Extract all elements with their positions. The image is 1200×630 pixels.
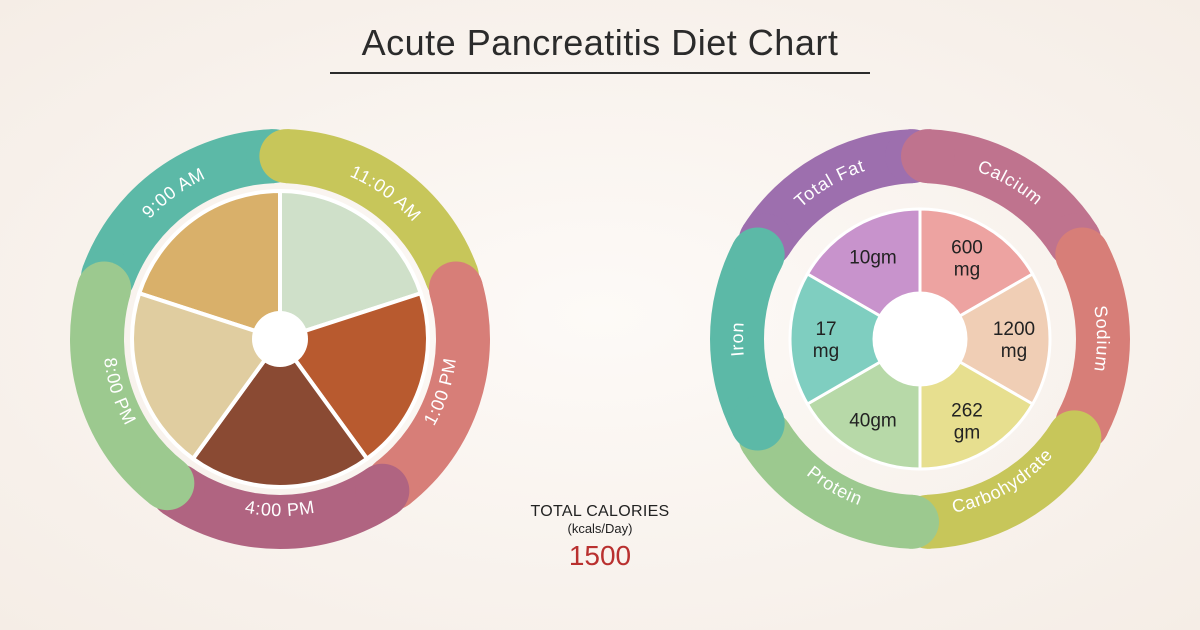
svg-text:mg: mg xyxy=(813,341,839,362)
calories-sublabel: (kcals/Day) xyxy=(490,521,710,536)
nutrient-value-1: 600 xyxy=(951,238,983,259)
nutrient-value-3: 262 xyxy=(951,400,983,421)
svg-text:Sodium: Sodium xyxy=(1090,304,1113,374)
schedule-wheel: 9:00 AM11:00 AM1:00 PM4:00 PM8:00 PM xyxy=(60,119,500,559)
svg-text:Iron: Iron xyxy=(727,321,748,357)
nutrient-value-2: 1200 xyxy=(993,319,1035,340)
nutrient-value-0: 10gm xyxy=(849,248,897,269)
nutrient-value-4: 40gm xyxy=(849,410,897,431)
page-title: Acute Pancreatitis Diet Chart xyxy=(362,22,839,72)
calories-block: TOTAL CALORIES (kcals/Day) 1500 xyxy=(490,503,710,572)
nutrient-value-5: 17 xyxy=(815,319,836,340)
svg-text:gm: gm xyxy=(954,422,980,443)
calories-label: TOTAL CALORIES xyxy=(490,503,710,521)
svg-text:mg: mg xyxy=(954,260,980,281)
calories-value: 1500 xyxy=(490,540,710,572)
svg-text:mg: mg xyxy=(1001,341,1027,362)
nutrient-wheel: Total Fat10gmCalcium600mgSodium1200mgCar… xyxy=(700,119,1140,559)
svg-text:4:00 PM: 4:00 PM xyxy=(243,497,316,520)
